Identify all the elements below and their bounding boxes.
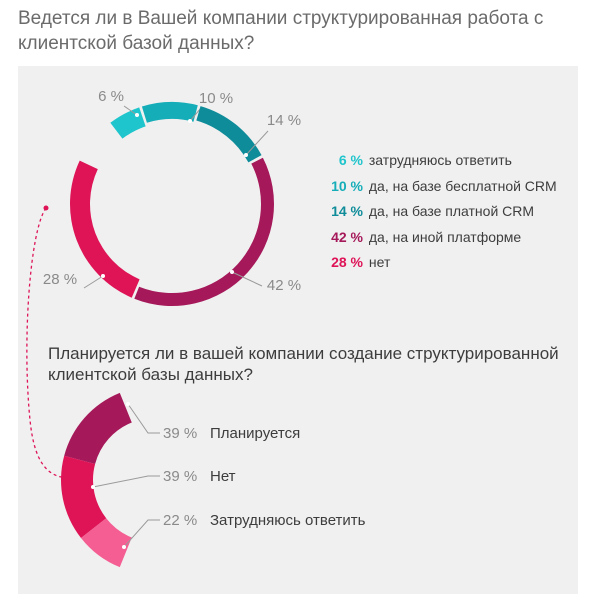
slice-value-label: 39 % [163, 425, 197, 442]
leader-dot [122, 545, 126, 549]
donut-slice [141, 102, 198, 123]
legend-value: 14 % [331, 203, 363, 219]
leader-dot [230, 270, 234, 274]
leader-dot [101, 274, 105, 278]
slice-value-label: 42 % [267, 277, 301, 294]
leader-dot [135, 113, 139, 117]
slice-value-label: 14 % [267, 112, 301, 129]
legend-label: да, на базе платной CRM [368, 203, 535, 219]
slice-legend-label: Планируется [210, 425, 300, 442]
donut-slice [69, 160, 140, 298]
legend-item: 42 % да, на иной платформе [327, 227, 557, 253]
slice-value-label: 22 % [163, 512, 197, 529]
slice-value-label: 39 % [163, 468, 197, 485]
half-donut-slice [81, 518, 132, 568]
donut-slice [196, 106, 262, 163]
legend-value: 6 % [338, 152, 363, 168]
leader-dot [188, 119, 192, 123]
donut-slice [110, 107, 146, 139]
leader-line [92, 475, 160, 488]
legend-item: 28 % нет [327, 252, 557, 278]
leader-line [83, 275, 104, 289]
legend-label: да, на иной платформе [368, 228, 522, 245]
half-donut-chart-plans: 39 % Планируется 39 % Нет 22 % Затрудняюсь от… [61, 392, 366, 568]
slice-legend-label: Нет [210, 468, 236, 485]
legend-label: нет [368, 254, 391, 270]
legend-item: 6 % затрудняюсь ответить [327, 150, 557, 176]
leader-dot [126, 402, 130, 406]
slice-value-label: 10 % [199, 90, 233, 107]
half-donut-slice [61, 455, 107, 538]
legend-label: затрудняюсь ответить [368, 152, 512, 168]
leader-line [123, 105, 138, 116]
legend-value: 10 % [331, 177, 363, 194]
leader-line [189, 107, 202, 122]
half-donut-slice [64, 392, 132, 464]
leader-line [127, 403, 160, 434]
donut-chart-current: 6 % 10 % 14 % 42 % 28 % [43, 88, 301, 306]
chart-subtitle: Планируется ли в вашей компании создание… [48, 344, 559, 384]
connector-arrow [26, 207, 71, 482]
legend-item: 14 % да, на базе платной CRM [327, 201, 557, 227]
leader-line [231, 271, 263, 287]
leader-line [123, 519, 160, 548]
slice-value-label: 28 % [43, 271, 77, 288]
connector-start-dot [43, 205, 49, 211]
legend-value: 42 % [331, 228, 363, 245]
leader-dot [91, 485, 95, 489]
slice-legend-label: Затрудняюсь ответить [210, 512, 366, 529]
legend-value: 28 % [331, 254, 363, 270]
legend-label: да, на базе бесплатной CRM [368, 177, 557, 194]
leader-dot [244, 153, 248, 157]
donut-slice [134, 157, 274, 306]
chart-panel [18, 66, 578, 594]
leader-line [245, 130, 269, 156]
legend-item: 10 % да, на базе бесплатной CRM [327, 176, 557, 202]
chart-title: Ведется ли в Вашей компании структуриров… [18, 8, 544, 54]
slice-value-label: 6 % [98, 88, 124, 105]
legend: 6 % затрудняюсь ответить 10 % да, на баз… [327, 150, 557, 278]
